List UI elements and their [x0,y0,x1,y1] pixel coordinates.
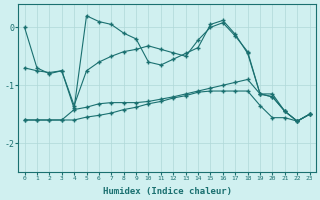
X-axis label: Humidex (Indice chaleur): Humidex (Indice chaleur) [103,187,232,196]
